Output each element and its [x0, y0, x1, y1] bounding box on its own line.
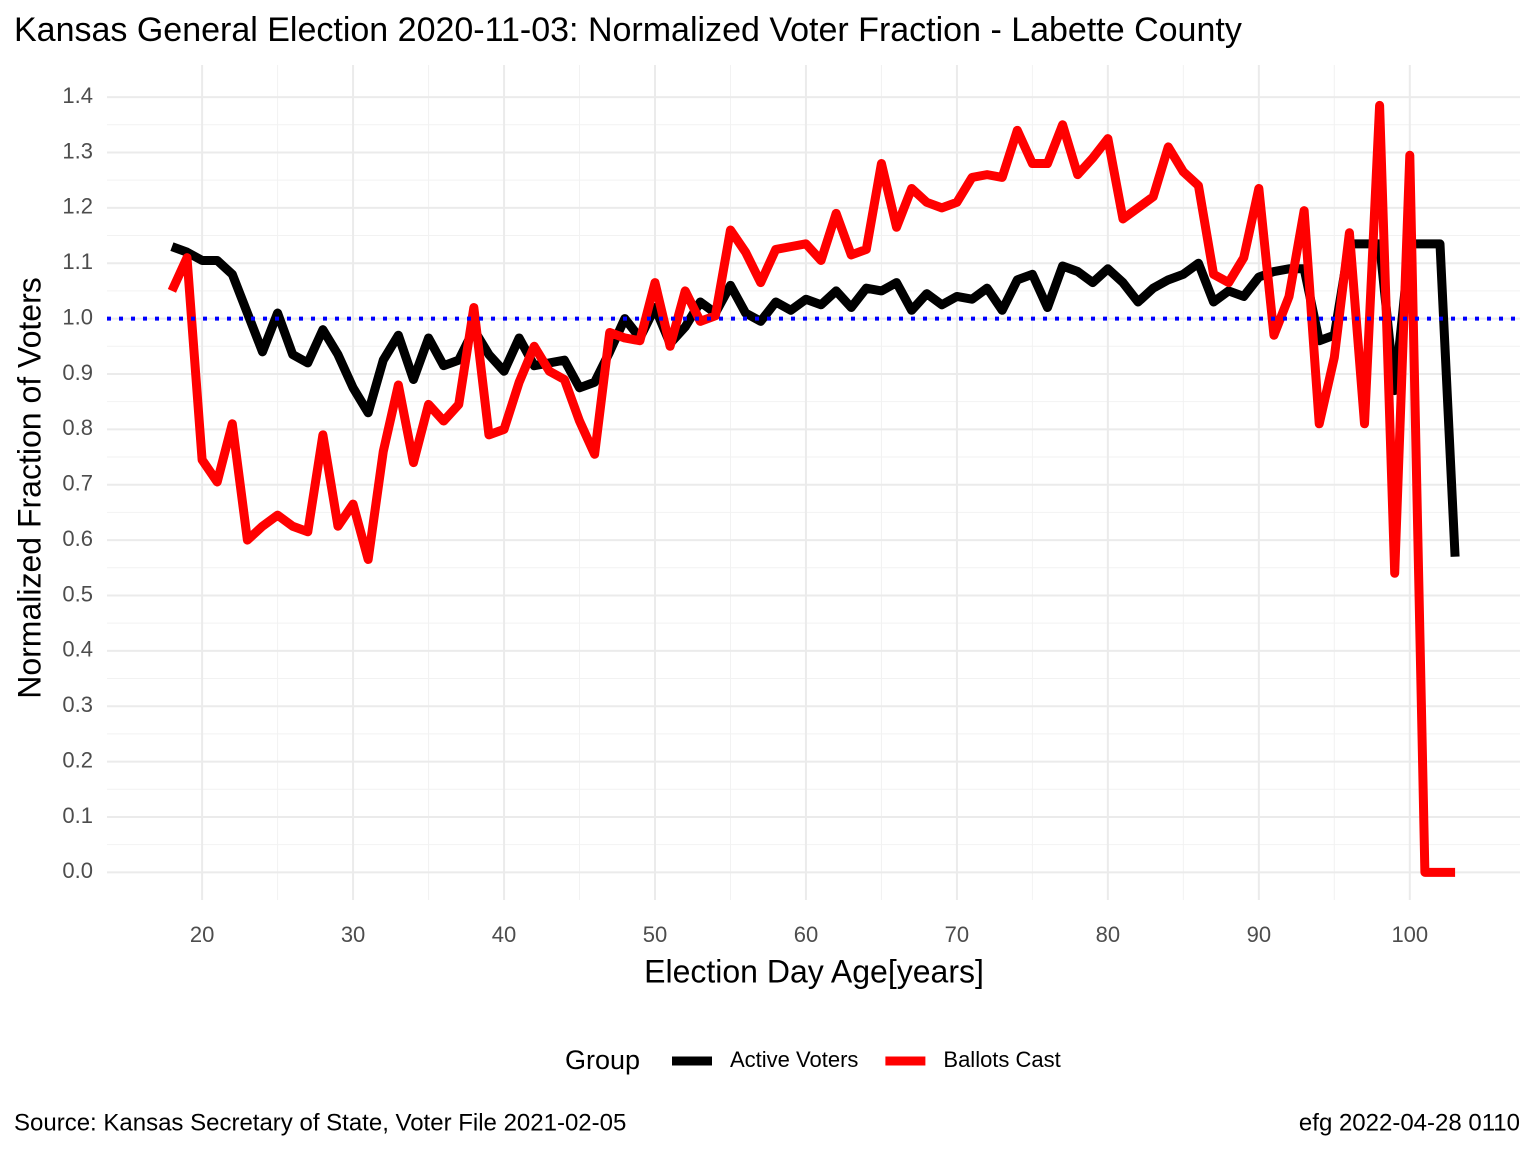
x-tick-label: 70: [945, 922, 969, 947]
y-tick-label: 1.2: [62, 194, 93, 219]
y-tick-label: 1.1: [62, 249, 93, 274]
source-note: Source: Kansas Secretary of State, Voter…: [14, 1109, 626, 1136]
legend-label: Ballots Cast: [943, 1047, 1060, 1072]
y-tick-label: 0.2: [62, 747, 93, 772]
x-tick-label: 30: [341, 922, 365, 947]
y-tick-label: 0.3: [62, 692, 93, 717]
y-axis-label: Normalized Fraction of Voters: [11, 277, 47, 699]
x-tick-label: 20: [190, 922, 214, 947]
y-tick-label: 1.3: [62, 138, 93, 163]
y-tick-label: 0.0: [62, 858, 93, 883]
x-tick-label: 100: [1391, 922, 1428, 947]
x-tick-label: 40: [492, 922, 516, 947]
series-line: [170, 239, 1460, 557]
chart-title: Kansas General Election 2020-11-03: Norm…: [14, 11, 1242, 49]
credit-note: efg 2022-04-28 0110: [1299, 1109, 1520, 1136]
x-tick-label: 60: [794, 922, 818, 947]
y-tick-label: 1.4: [62, 83, 93, 108]
x-tick-label: 50: [643, 922, 667, 947]
y-tick-label: 0.6: [62, 526, 93, 551]
series-line: [167, 100, 1456, 877]
y-tick-label: 0.9: [62, 360, 93, 385]
legend-title: Group: [565, 1045, 640, 1075]
y-tick-label: 1.0: [62, 304, 93, 329]
y-tick-label: 0.5: [62, 581, 93, 606]
x-tick-label: 90: [1247, 922, 1271, 947]
y-tick-label: 0.1: [62, 803, 93, 828]
y-tick-label: 0.8: [62, 415, 93, 440]
x-axis-label: Election Day Age[years]: [644, 953, 984, 989]
y-tick-label: 0.4: [62, 637, 93, 662]
y-tick-label: 0.7: [62, 471, 93, 496]
x-tick-label: 80: [1096, 922, 1120, 947]
legend-label: Active Voters: [730, 1047, 858, 1072]
